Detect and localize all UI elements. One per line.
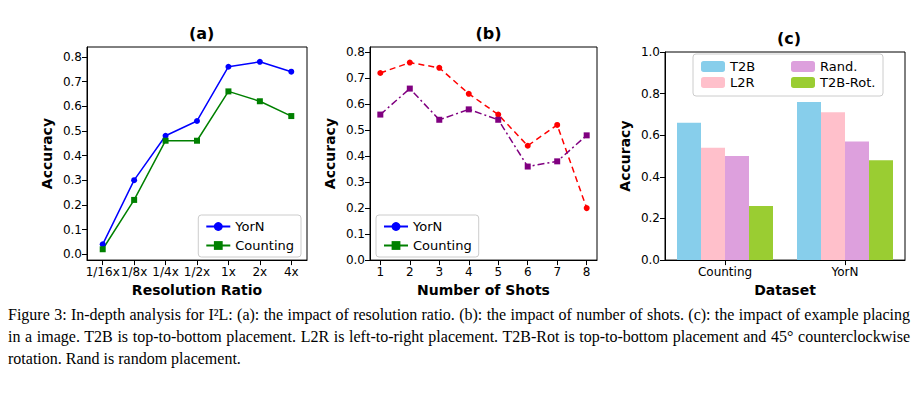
svg-text:(a): (a) (189, 24, 214, 43)
svg-text:5: 5 (494, 265, 502, 279)
svg-text:0.4: 0.4 (641, 170, 660, 184)
svg-text:1/16x: 1/16x (86, 265, 120, 279)
svg-text:YorN: YorN (831, 265, 859, 279)
svg-text:3: 3 (435, 265, 443, 279)
svg-text:0.5: 0.5 (346, 123, 365, 137)
svg-text:0.1: 0.1 (63, 223, 82, 237)
svg-text:T2B: T2B (729, 59, 755, 74)
svg-text:0.7: 0.7 (63, 75, 82, 89)
svg-text:1/2x: 1/2x (184, 265, 210, 279)
svg-text:0.8: 0.8 (63, 50, 82, 64)
svg-text:Dataset: Dataset (754, 282, 816, 298)
svg-text:0.6: 0.6 (63, 99, 82, 113)
svg-text:8: 8 (583, 265, 591, 279)
svg-text:2: 2 (406, 265, 414, 279)
svg-text:(c): (c) (777, 29, 801, 48)
svg-text:0.4: 0.4 (63, 149, 82, 163)
svg-text:0.1: 0.1 (346, 227, 365, 241)
svg-text:7: 7 (553, 265, 561, 279)
svg-text:0.2: 0.2 (641, 211, 660, 225)
svg-text:Rand.: Rand. (820, 59, 857, 74)
svg-text:0.2: 0.2 (346, 201, 365, 215)
svg-text:T2B-Rot.: T2B-Rot. (819, 75, 875, 90)
html-text:Figure 3: In-depth analysis fo: Figure 3: In-depth analysis for I²L: (a)… (8, 306, 910, 367)
svg-text:0.0: 0.0 (63, 247, 82, 261)
svg-text:Counting: Counting (413, 238, 472, 253)
svg-text:4x: 4x (284, 265, 299, 279)
svg-text:1/8x: 1/8x (121, 265, 147, 279)
svg-text:0.8: 0.8 (641, 87, 660, 101)
svg-text:Accuracy: Accuracy (39, 118, 55, 189)
svg-text:YorN: YorN (234, 219, 264, 234)
svg-text:0.0: 0.0 (641, 253, 660, 267)
svg-text:Number of Shots: Number of Shots (417, 282, 550, 298)
svg-text:(b): (b) (476, 24, 502, 43)
svg-text:0.8: 0.8 (346, 45, 365, 59)
svg-text:1x: 1x (221, 265, 236, 279)
svg-text:1.0: 1.0 (641, 45, 660, 59)
svg-text:2x: 2x (252, 265, 267, 279)
svg-text:0.3: 0.3 (346, 175, 365, 189)
svg-text:0.7: 0.7 (346, 71, 365, 85)
svg-text:0.4: 0.4 (346, 149, 365, 163)
svg-text:Accuracy: Accuracy (322, 118, 338, 189)
svg-text:0.0: 0.0 (346, 253, 365, 267)
svg-text:Counting: Counting (698, 265, 752, 279)
svg-text:0.6: 0.6 (346, 97, 365, 111)
svg-text:Accuracy: Accuracy (617, 120, 633, 191)
svg-text:1/4x: 1/4x (152, 265, 178, 279)
svg-text:L2R: L2R (730, 75, 755, 90)
svg-text:Resolution Ratio: Resolution Ratio (132, 282, 263, 298)
svg-text:6: 6 (524, 265, 532, 279)
svg-text:1: 1 (376, 265, 384, 279)
svg-text:4: 4 (465, 265, 473, 279)
svg-text:Counting: Counting (235, 238, 294, 253)
svg-text:YorN: YorN (412, 219, 442, 234)
svg-text:0.2: 0.2 (63, 198, 82, 212)
svg-text:0.5: 0.5 (63, 124, 82, 138)
svg-text:0.6: 0.6 (641, 128, 660, 142)
svg-text:0.3: 0.3 (63, 173, 82, 187)
